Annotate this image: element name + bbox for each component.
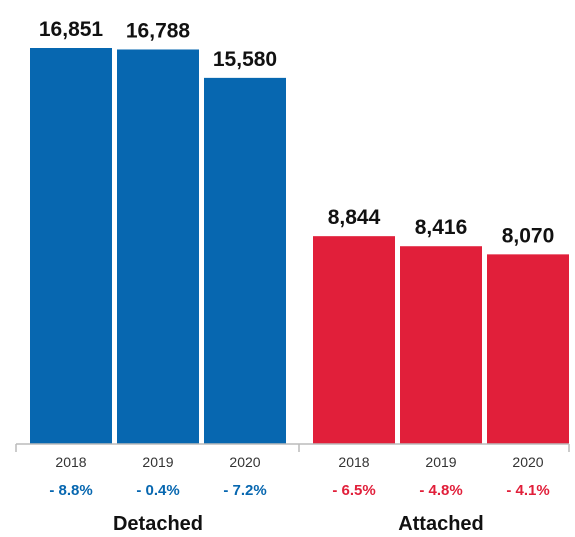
year-label-detached-2018: 2018: [55, 454, 86, 470]
change-label-attached-2019: - 4.8%: [419, 482, 462, 499]
year-label-detached-2020: 2020: [229, 454, 260, 470]
value-label-attached-2020: 8,070: [502, 224, 555, 247]
x-axis: [15, 443, 570, 452]
bar-attached-2018: [313, 236, 395, 444]
change-label-detached-2019: - 0.4%: [136, 482, 179, 499]
bar-attached-2019: [400, 246, 482, 444]
bar-detached-2019: [117, 49, 199, 445]
group-label-detached: Detached: [113, 513, 203, 535]
year-label-attached-2019: 2019: [425, 454, 456, 470]
year-label-attached-2020: 2020: [512, 454, 543, 470]
value-label-attached-2018: 8,844: [328, 206, 381, 229]
year-label-attached-2018: 2018: [338, 454, 369, 470]
bar-attached-2020: [487, 254, 569, 444]
value-label-attached-2019: 8,416: [415, 216, 468, 239]
change-label-detached-2018: - 8.8%: [49, 482, 92, 499]
year-label-detached-2019: 2019: [142, 454, 173, 470]
bar-detached-2020: [204, 77, 286, 444]
labels-layer: 16,851 2018 - 8.8% 16,788 2019 - 0.4% 15,580 20…: [39, 18, 554, 535]
value-label-detached-2018: 16,851: [39, 18, 104, 41]
bar-detached-2018: [30, 48, 112, 444]
change-label-detached-2020: - 7.2%: [223, 482, 266, 499]
change-label-attached-2020: - 4.1%: [506, 482, 549, 499]
value-label-detached-2020: 15,580: [213, 48, 277, 71]
bars-layer: [30, 48, 569, 445]
group-label-attached: Attached: [398, 513, 484, 535]
value-label-detached-2019: 16,788: [126, 19, 191, 42]
change-label-attached-2018: - 6.5%: [332, 482, 375, 499]
